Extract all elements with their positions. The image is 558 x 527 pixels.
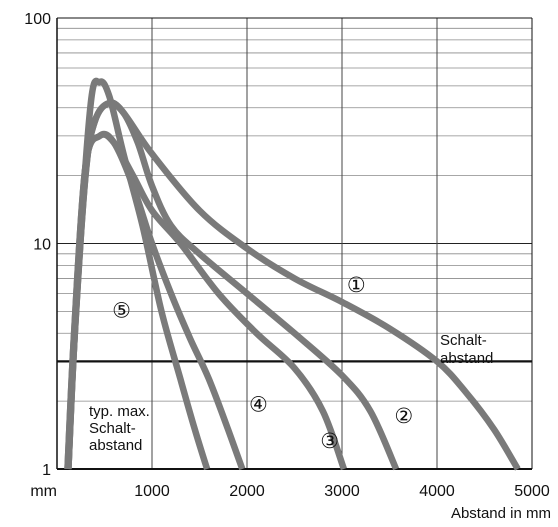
threshold-label-line: abstand — [440, 350, 493, 367]
threshold-label-line: Schalt- — [440, 332, 487, 349]
max-range-annotation-line: abstand — [89, 437, 142, 454]
series-line-5 — [65, 77, 211, 470]
y-tick-label: 10 — [33, 237, 51, 254]
x-unit-label: mm — [30, 483, 57, 500]
x-axis-label: Abstand in mm — [451, 505, 551, 522]
curve-label-3: ③ — [320, 429, 339, 453]
y-tick-label: 100 — [24, 11, 51, 28]
x-tick-label: 1000 — [134, 483, 170, 500]
series-group — [64, 77, 521, 471]
x-tick-label: 5000 — [514, 483, 550, 500]
max-range-annotation-line: typ. max. — [89, 403, 150, 420]
max-range-annotation-line: Schalt- — [89, 420, 136, 437]
x-tick-label: 4000 — [419, 483, 455, 500]
curve-label-5: ⑤ — [112, 298, 131, 322]
labels: 1 10 100 1000 2000 3000 4000 5000 mm Abstand in m… — [24, 11, 551, 522]
y-tick-label: 1 — [42, 462, 51, 479]
curve-label-1: ① — [347, 273, 366, 297]
grid — [56, 17, 533, 470]
x-tick-label: 2000 — [229, 483, 265, 500]
curve-label-2: ② — [394, 404, 413, 428]
x-tick-label: 3000 — [324, 483, 360, 500]
curve-label-4: ④ — [249, 392, 268, 416]
